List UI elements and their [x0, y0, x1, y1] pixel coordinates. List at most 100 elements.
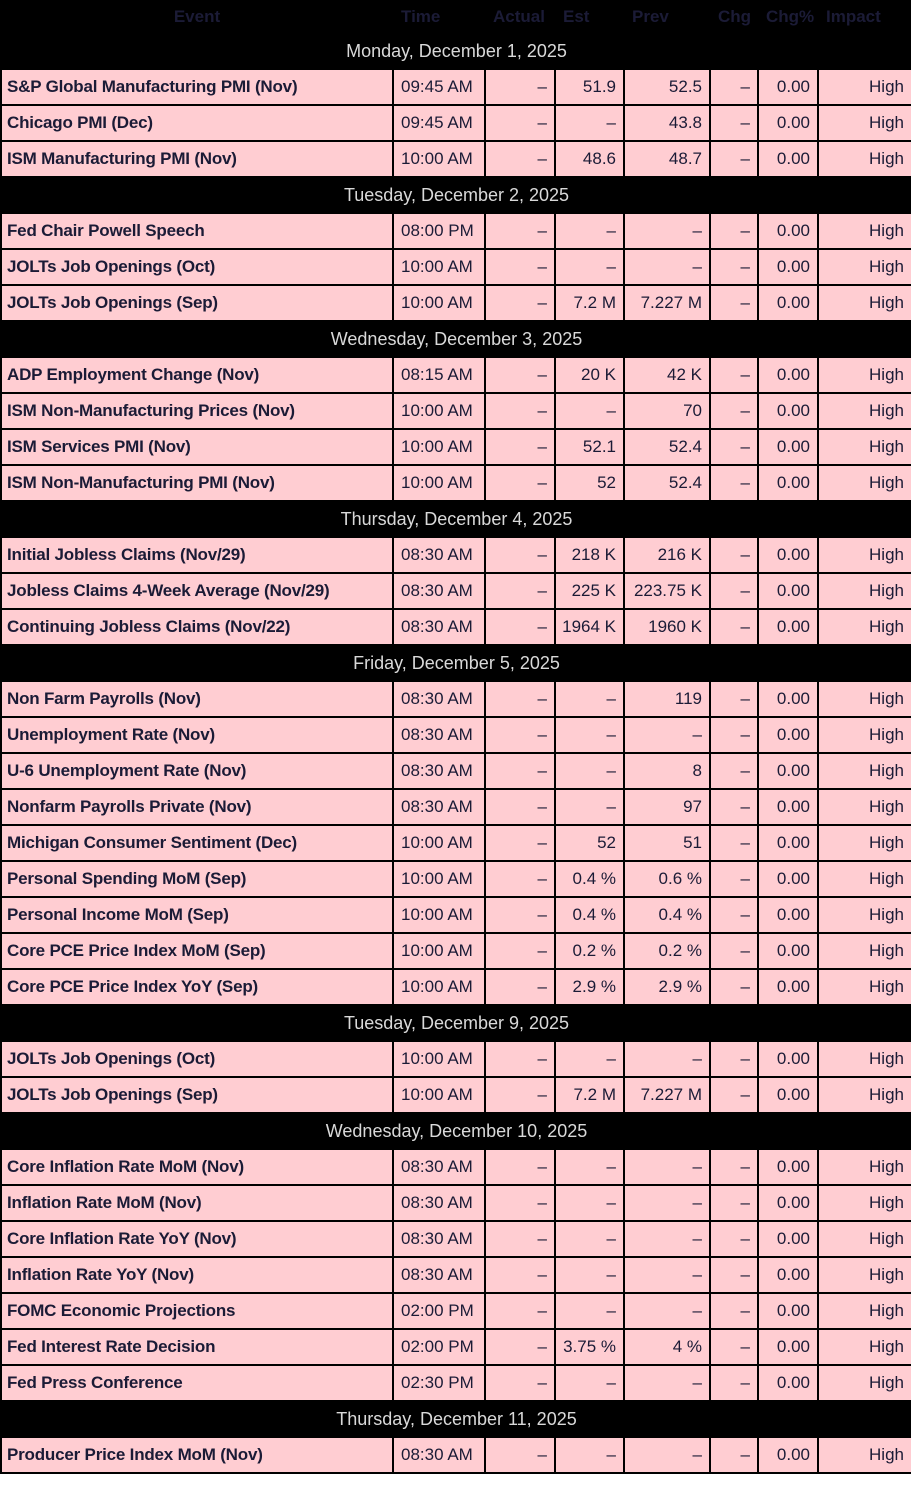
est-cell: – — [554, 1436, 625, 1474]
event-row[interactable]: Fed Chair Powell Speech 08:00 PM – – – –0.00 H… — [0, 212, 911, 250]
event-row[interactable]: Nonfarm Payrolls Private (Nov) 08:30 AM – –… — [0, 788, 911, 826]
impact-cell: High — [817, 1076, 911, 1114]
actual-cell: – — [484, 284, 556, 322]
event-row[interactable]: ADP Employment Change (Nov) 08:15 AM –20 K… — [0, 356, 911, 394]
time-cell: 08:30 AM — [392, 608, 486, 646]
event-row[interactable]: Inflation Rate YoY (Nov) 08:30 AM – – – –0.00… — [0, 1256, 911, 1294]
prev-cell: 52.4 — [623, 428, 711, 466]
event-row[interactable]: ISM Non-Manufacturing PMI (Nov) 10:00 AM –… — [0, 464, 911, 502]
event-row[interactable]: Core PCE Price Index YoY (Sep) 10:00 AM –2… — [0, 968, 911, 1006]
event-row[interactable]: Unemployment Rate (Nov) 08:30 AM – – – –0.00 H… — [0, 716, 911, 754]
est-cell: 7.2 M — [554, 284, 625, 322]
impact-cell: High — [817, 752, 911, 790]
prev-cell: – — [623, 248, 711, 286]
date-separator-row: Friday, December 5, 2025 — [0, 644, 911, 682]
event-row[interactable]: Fed Press Conference 02:30 PM – – – –0.00 High — [0, 1364, 911, 1402]
event-name-cell: ISM Non-Manufacturing PMI (Nov) — [0, 464, 394, 502]
calendar-body: Monday, December 1, 2025 S&P Global Manuf… — [0, 32, 911, 1474]
event-row[interactable]: JOLTs Job Openings (Oct) 10:00 AM – – – –0.00… — [0, 1040, 911, 1078]
prev-cell: 43.8 — [623, 104, 711, 142]
date-separator-label: Thursday, December 4, 2025 — [0, 500, 911, 538]
chg-cell: – — [709, 140, 759, 178]
event-row[interactable]: Core Inflation Rate YoY (Nov) 08:30 AM – – –… — [0, 1220, 911, 1258]
event-row[interactable]: Producer Price Index MoM (Nov) 08:30 AM – –… — [0, 1436, 911, 1474]
chg-cell: – — [709, 248, 759, 286]
chg-pct-cell: 0.00 — [757, 212, 819, 250]
prev-cell: – — [623, 1220, 711, 1258]
date-separator-label: Wednesday, December 3, 2025 — [0, 320, 911, 358]
impact-cell: High — [817, 608, 911, 646]
prev-cell: 70 — [623, 392, 711, 430]
prev-cell: 4 % — [623, 1328, 711, 1366]
impact-cell: High — [817, 428, 911, 466]
event-name-cell: Initial Jobless Claims (Nov/29) — [0, 536, 394, 574]
event-row[interactable]: FOMC Economic Projections 02:00 PM – – – –0.0… — [0, 1292, 911, 1330]
event-name-cell: Inflation Rate MoM (Nov) — [0, 1184, 394, 1222]
time-cell: 10:00 AM — [392, 1040, 486, 1078]
event-row[interactable]: S&P Global Manufacturing PMI (Nov) 09:45 … — [0, 68, 911, 106]
event-row[interactable]: Initial Jobless Claims (Nov/29) 08:30 AM –… — [0, 536, 911, 574]
actual-cell: – — [484, 104, 556, 142]
column-header-event: Event — [0, 0, 394, 34]
event-name-cell: Michigan Consumer Sentiment (Dec) — [0, 824, 394, 862]
event-row[interactable]: ISM Services PMI (Nov) 10:00 AM –52.1 52.4–… — [0, 428, 911, 466]
est-cell: 48.6 — [554, 140, 625, 178]
impact-cell: High — [817, 1184, 911, 1222]
event-row[interactable]: ISM Manufacturing PMI (Nov) 10:00 AM –48.6… — [0, 140, 911, 178]
event-row[interactable]: JOLTs Job Openings (Sep) 10:00 AM –7.2 M 7.… — [0, 284, 911, 322]
event-row[interactable]: Michigan Consumer Sentiment (Dec) 10:00 A… — [0, 824, 911, 862]
date-separator-row: Thursday, December 4, 2025 — [0, 500, 911, 538]
impact-cell: High — [817, 68, 911, 106]
chg-cell: – — [709, 284, 759, 322]
est-cell: – — [554, 248, 625, 286]
time-cell: 08:00 PM — [392, 212, 486, 250]
event-row[interactable]: Chicago PMI (Dec) 09:45 AM – –43.8–0.00 High — [0, 104, 911, 142]
date-separator-row: Tuesday, December 2, 2025 — [0, 176, 911, 214]
chg-cell: – — [709, 1076, 759, 1114]
chg-pct-cell: 0.00 — [757, 248, 819, 286]
chg-pct-cell: 0.00 — [757, 464, 819, 502]
est-cell: 52.1 — [554, 428, 625, 466]
column-header-chg: Chg — [709, 0, 759, 34]
prev-cell: 0.4 % — [623, 896, 711, 934]
event-row[interactable]: Core PCE Price Index MoM (Sep) 10:00 AM –0… — [0, 932, 911, 970]
event-row[interactable]: Continuing Jobless Claims (Nov/22) 08:30 … — [0, 608, 911, 646]
time-cell: 10:00 AM — [392, 428, 486, 466]
impact-cell: High — [817, 824, 911, 862]
event-row[interactable]: Non Farm Payrolls (Nov) 08:30 AM – –119–0.0… — [0, 680, 911, 718]
impact-cell: High — [817, 104, 911, 142]
chg-cell: – — [709, 572, 759, 610]
chg-cell: – — [709, 1292, 759, 1330]
event-row[interactable]: ISM Non-Manufacturing Prices (Nov) 10:00 … — [0, 392, 911, 430]
prev-cell: – — [623, 212, 711, 250]
event-name-cell: Chicago PMI (Dec) — [0, 104, 394, 142]
chg-pct-cell: 0.00 — [757, 1364, 819, 1402]
event-row[interactable]: JOLTs Job Openings (Sep) 10:00 AM –7.2 M 7.… — [0, 1076, 911, 1114]
chg-cell: – — [709, 1220, 759, 1258]
event-row[interactable]: Personal Spending MoM (Sep) 10:00 AM –0.4 … — [0, 860, 911, 898]
actual-cell: – — [484, 428, 556, 466]
time-cell: 02:00 PM — [392, 1328, 486, 1366]
actual-cell: – — [484, 860, 556, 898]
impact-cell: High — [817, 392, 911, 430]
event-row[interactable]: Jobless Claims 4-Week Average (Nov/29) 08… — [0, 572, 911, 610]
est-cell: 20 K — [554, 356, 625, 394]
event-row[interactable]: JOLTs Job Openings (Oct) 10:00 AM – – – –0.00… — [0, 248, 911, 286]
prev-cell: 0.2 % — [623, 932, 711, 970]
est-cell: – — [554, 1364, 625, 1402]
chg-cell: – — [709, 608, 759, 646]
impact-cell: High — [817, 1292, 911, 1330]
chg-cell: – — [709, 1256, 759, 1294]
event-row[interactable]: U-6 Unemployment Rate (Nov) 08:30 AM – –8–0… — [0, 752, 911, 790]
date-separator-row: Wednesday, December 10, 2025 — [0, 1112, 911, 1150]
event-row[interactable]: Inflation Rate MoM (Nov) 08:30 AM – – – –0.00… — [0, 1184, 911, 1222]
prev-cell: 1960 K — [623, 608, 711, 646]
event-row[interactable]: Personal Income MoM (Sep) 10:00 AM –0.4 % 0… — [0, 896, 911, 934]
chg-cell: – — [709, 1040, 759, 1078]
est-cell: 3.75 % — [554, 1328, 625, 1366]
actual-cell: – — [484, 824, 556, 862]
event-name-cell: U-6 Unemployment Rate (Nov) — [0, 752, 394, 790]
event-row[interactable]: Fed Interest Rate Decision 02:00 PM –3.75 … — [0, 1328, 911, 1366]
event-row[interactable]: Core Inflation Rate MoM (Nov) 08:30 AM – – –… — [0, 1148, 911, 1186]
chg-pct-cell: 0.00 — [757, 392, 819, 430]
